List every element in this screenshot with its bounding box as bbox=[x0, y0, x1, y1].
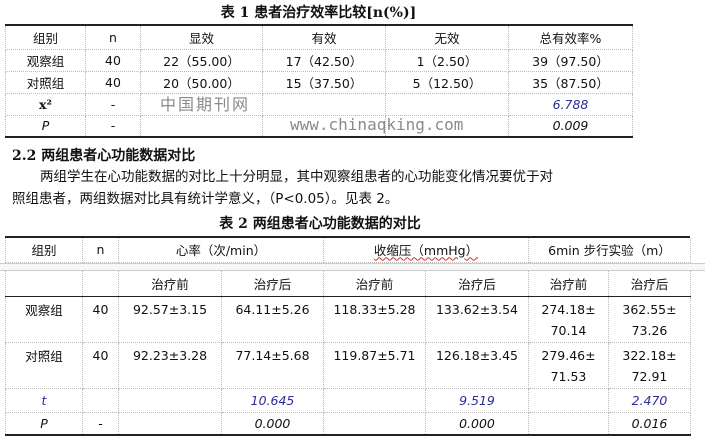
cell: 39（97.50） bbox=[508, 49, 633, 72]
table-row: 对照组 40 20（50.00） 15（37.50） 5（12.50） 35（8… bbox=[5, 71, 633, 94]
table1: 组别 n 显效 有效 无效 总有效率% 观察组 40 22（55.00） 17（… bbox=[5, 24, 633, 138]
cell: 77.14±5.68 bbox=[221, 342, 324, 389]
cell: 对照组 bbox=[5, 342, 83, 389]
cell: 对照组 bbox=[5, 71, 86, 94]
cell: 10.645 bbox=[221, 388, 324, 413]
cell: 40 bbox=[82, 296, 119, 343]
header-cell: 总有效率% bbox=[508, 25, 633, 50]
header-cell: 收缩压（mmHg） bbox=[323, 238, 529, 263]
cell: 0.016 bbox=[608, 412, 691, 436]
cell: 5（12.50） bbox=[385, 71, 509, 94]
subheader-cell: 治疗前 bbox=[528, 271, 609, 297]
cell-line: 73.26 bbox=[631, 322, 668, 338]
cell: 64.11±5.26 bbox=[221, 296, 324, 343]
cell: 118.33±5.28 bbox=[323, 296, 426, 343]
cell-line: 279.46± bbox=[541, 347, 596, 363]
t-row: t 10.645 9.519 2.470 bbox=[5, 388, 691, 413]
cell-line: 274.18± bbox=[541, 301, 596, 317]
header-cell: 有效 bbox=[262, 25, 386, 50]
cell: - bbox=[85, 115, 141, 138]
cell-line: 71.53 bbox=[550, 368, 587, 384]
table-row: 观察组 40 92.57±3.15 64.11±5.26 118.33±5.28… bbox=[5, 296, 691, 343]
cell: 1（2.50） bbox=[385, 49, 509, 72]
subheader-cell: 治疗后 bbox=[608, 271, 691, 297]
cell: 362.55± 73.26 bbox=[608, 296, 691, 343]
cell: P bbox=[5, 412, 83, 436]
cell: 15（37.50） bbox=[262, 71, 386, 94]
table2-header: 组别 n 心率（次/min） 收缩压（mmHg） 6min 步行实验（m） bbox=[5, 238, 691, 263]
cell: t bbox=[5, 388, 83, 413]
table-break bbox=[0, 263, 705, 271]
cell: 17（42.50） bbox=[262, 49, 386, 72]
header-cell: n bbox=[85, 25, 141, 50]
cell: 92.57±3.15 bbox=[118, 296, 222, 343]
cell: P bbox=[5, 115, 86, 138]
header-cell: 显效 bbox=[140, 25, 263, 50]
paragraph-line: 两组学生在心功能数据的对比上十分明显，其中观察组患者的心功能变化情况要优于对 bbox=[40, 169, 553, 185]
p-row: P - 0.000 0.000 0.016 bbox=[5, 412, 691, 436]
cell: 20（50.00） bbox=[140, 71, 263, 94]
header-cell: 无效 bbox=[385, 25, 509, 50]
paragraph-line: 照组患者，两组数据对比具有统计学意义，（P<0.05）。见表 2。 bbox=[12, 191, 399, 207]
cell: 0.009 bbox=[508, 115, 633, 138]
cell: 274.18± 70.14 bbox=[528, 296, 609, 343]
cell: 6.788 bbox=[508, 93, 633, 116]
cell: 0.000 bbox=[221, 412, 324, 436]
chi-square-row: x² - 6.788 bbox=[5, 93, 633, 116]
header-cell: 6min 步行实验（m） bbox=[528, 238, 691, 263]
cell: 35（87.50） bbox=[508, 71, 633, 94]
cell: 观察组 bbox=[5, 296, 83, 343]
cell: 126.18±3.45 bbox=[425, 342, 529, 389]
cell-line: 362.55± bbox=[622, 301, 677, 317]
cell: 40 bbox=[85, 71, 141, 94]
cell: 119.87±5.71 bbox=[323, 342, 426, 389]
cell: - bbox=[82, 412, 119, 436]
table2: 治疗前 治疗后 治疗前 治疗后 治疗前 治疗后 观察组 40 92.57±3.1… bbox=[5, 271, 691, 436]
header-text: 收缩压（mmHg） bbox=[373, 243, 479, 259]
table-row: 对照组 40 92.23±3.28 77.14±5.68 119.87±5.71… bbox=[5, 342, 691, 389]
cell: 279.46± 71.53 bbox=[528, 342, 609, 389]
cell: 观察组 bbox=[5, 49, 86, 72]
cell-line: 322.18± bbox=[622, 347, 677, 363]
cell: - bbox=[85, 93, 141, 116]
cell: 9.519 bbox=[425, 388, 529, 413]
cell: 92.23±3.28 bbox=[118, 342, 222, 389]
section-heading: 2.2 两组患者心功能数据对比 bbox=[12, 148, 196, 164]
table1-title: 表 1 患者治疗效率比较[n(%)] bbox=[220, 5, 417, 21]
subheader-cell: 治疗前 bbox=[118, 271, 222, 297]
header-cell: 心率（次/min） bbox=[118, 238, 324, 263]
subheader-cell: 治疗后 bbox=[425, 271, 529, 297]
watermark-url: www.chinaqking.com bbox=[290, 115, 464, 134]
subheader-cell: 治疗前 bbox=[323, 271, 426, 297]
cell: 0.000 bbox=[425, 412, 529, 436]
watermark-cn: 中国期刊网 bbox=[160, 95, 251, 114]
table1-header-row: 组别 n 显效 有效 无效 总有效率% bbox=[5, 25, 633, 50]
table2-top-rule bbox=[5, 236, 690, 238]
cell: 40 bbox=[82, 342, 119, 389]
subheader-cell: 治疗后 bbox=[221, 271, 324, 297]
table-row: 观察组 40 22（55.00） 17（42.50） 1（2.50） 39（97… bbox=[5, 49, 633, 72]
cell-line: 70.14 bbox=[550, 322, 587, 338]
cell: 2.470 bbox=[608, 388, 691, 413]
cell: 322.18± 72.91 bbox=[608, 342, 691, 389]
cell-line: 72.91 bbox=[631, 368, 668, 384]
header-cell: 组别 bbox=[5, 238, 83, 263]
cell: 22（55.00） bbox=[140, 49, 263, 72]
header-cell: n bbox=[82, 238, 119, 263]
cell: 133.62±3.54 bbox=[425, 296, 529, 343]
subheader-row: 治疗前 治疗后 治疗前 治疗后 治疗前 治疗后 bbox=[5, 271, 691, 297]
cell: 40 bbox=[85, 49, 141, 72]
table2-title: 表 2 两组患者心功能数据的对比 bbox=[219, 216, 421, 232]
p-row: P - 0.009 bbox=[5, 115, 633, 138]
cell: x² bbox=[5, 93, 86, 116]
header-cell: 组别 bbox=[5, 25, 86, 50]
